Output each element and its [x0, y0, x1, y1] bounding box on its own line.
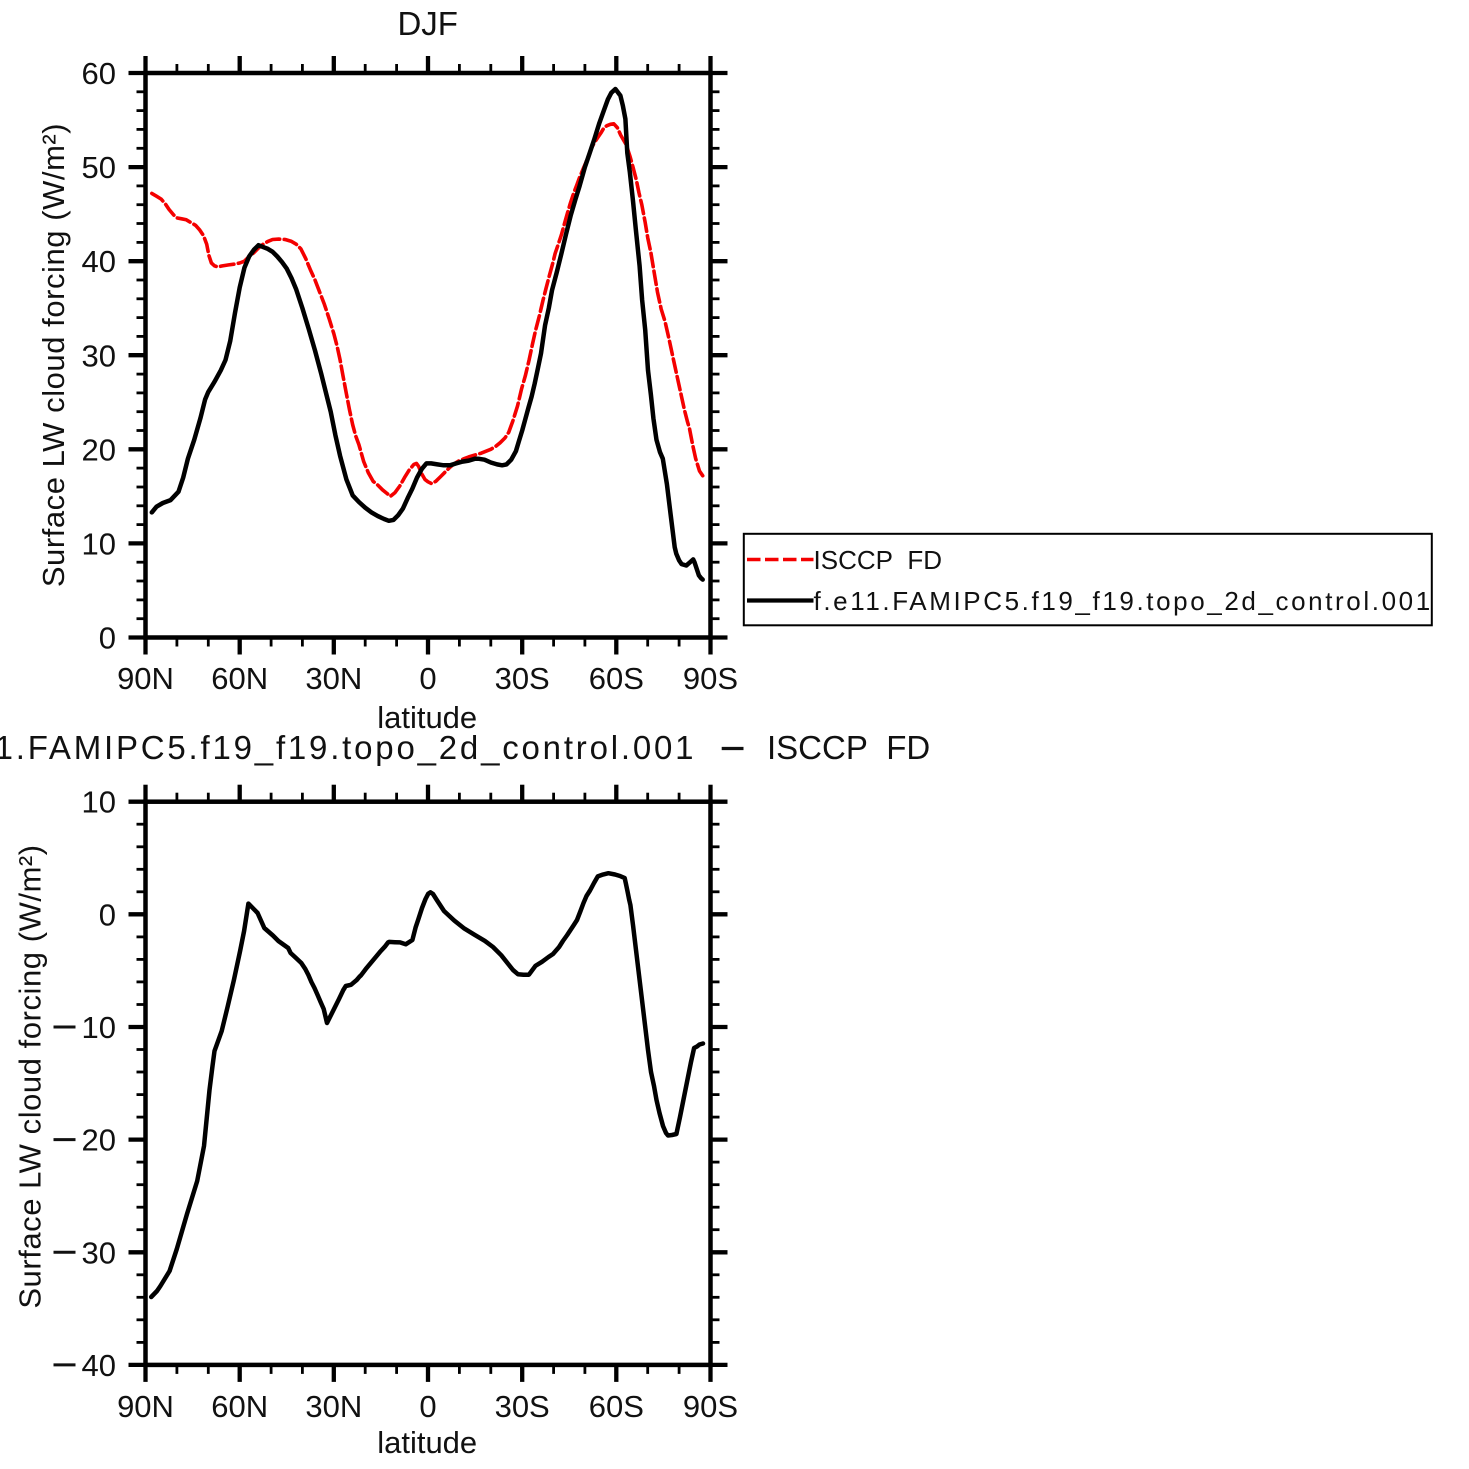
- svg-text:30: 30: [82, 338, 116, 373]
- svg-text:30N: 30N: [305, 1389, 362, 1424]
- svg-text:20: 20: [82, 1123, 116, 1158]
- svg-text:50: 50: [82, 150, 116, 185]
- svg-text:10: 10: [82, 785, 116, 820]
- svg-text:0: 0: [419, 1389, 436, 1424]
- svg-text:60S: 60S: [589, 1389, 644, 1424]
- svg-text:Surface LW cloud forcing (W/m²: Surface LW cloud forcing (W/m²): [13, 844, 48, 1308]
- svg-text:60: 60: [82, 56, 116, 91]
- svg-text:f.e11.FAMIPC5.f19_f19.topo_2d_: f.e11.FAMIPC5.f19_f19.topo_2d_control.00…: [0, 729, 696, 766]
- svg-text:60S: 60S: [589, 661, 644, 696]
- svg-text:latitude: latitude: [377, 700, 477, 735]
- svg-text:10: 10: [82, 526, 116, 561]
- svg-text:0: 0: [419, 661, 436, 696]
- svg-text:30S: 30S: [495, 1389, 550, 1424]
- svg-text:latitude: latitude: [377, 1425, 477, 1460]
- svg-text:0: 0: [99, 897, 116, 932]
- svg-text:20: 20: [82, 432, 116, 467]
- svg-text:60N: 60N: [211, 661, 268, 696]
- svg-text:90S: 90S: [683, 1389, 738, 1424]
- svg-text:10: 10: [82, 1010, 116, 1045]
- svg-text:90N: 90N: [117, 1389, 174, 1424]
- svg-text:30S: 30S: [495, 661, 550, 696]
- svg-text:40: 40: [82, 244, 116, 279]
- svg-text:0: 0: [99, 621, 116, 656]
- svg-text:90S: 90S: [683, 661, 738, 696]
- svg-text:30: 30: [82, 1235, 116, 1270]
- svg-text:ISCCP FD: ISCCP FD: [814, 545, 943, 575]
- svg-text:ISCCP FD: ISCCP FD: [767, 729, 930, 766]
- svg-text:60N: 60N: [211, 1389, 268, 1424]
- svg-text:Surface LW cloud forcing (W/m²: Surface LW cloud forcing (W/m²): [36, 123, 71, 587]
- svg-text:40: 40: [82, 1348, 116, 1383]
- svg-text:90N: 90N: [117, 661, 174, 696]
- svg-text:f.e11.FAMIPC5.f19_f19.topo_2d_: f.e11.FAMIPC5.f19_f19.topo_2d_control.00…: [814, 586, 1433, 616]
- svg-text:30N: 30N: [305, 661, 362, 696]
- svg-text:DJF: DJF: [397, 5, 458, 42]
